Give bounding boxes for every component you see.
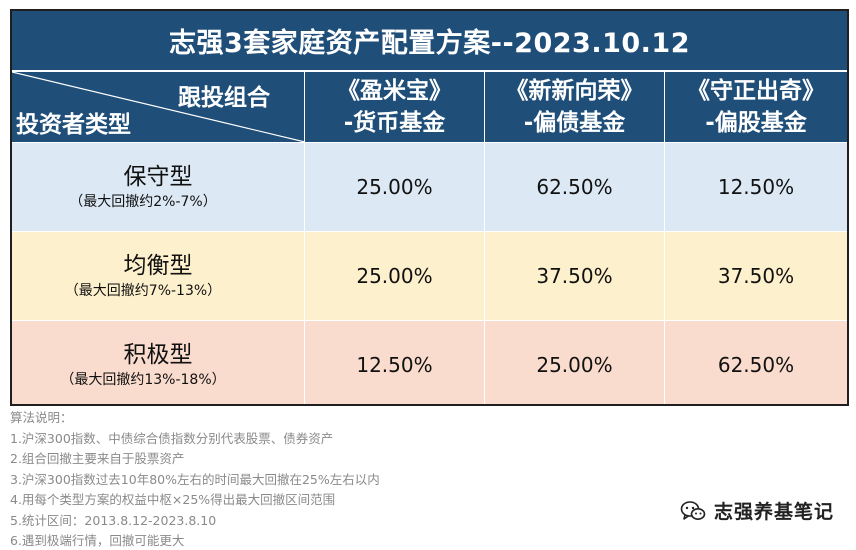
wechat-icon (680, 500, 706, 520)
table-row-balanced: 均衡型 （最大回撤约7%-13%） 25.00% 37.50% 37.50% (12, 231, 847, 320)
column-header-name: 《新新向荣》 (505, 78, 644, 104)
column-header-name: 《守正出奇》 (687, 78, 825, 104)
diagonal-header-cell: 跟投组合 投资者类型 (12, 72, 305, 142)
max-drawdown-note: （最大回撤约2%-7%） (69, 194, 217, 210)
allocation-value-bond-fund: 25.00% (485, 321, 665, 404)
column-header-money-fund: 《盈米宝》 -货币基金 (305, 72, 485, 142)
investor-type-cell: 均衡型 （最大回撤约7%-13%） (12, 232, 305, 320)
allocation-value-equity-fund: 12.50% (717, 175, 795, 199)
investor-type-name: 均衡型 (123, 253, 193, 279)
portfolio-header-label: 跟投组合 (178, 85, 270, 111)
allocation-value-bond-fund: 37.50% (485, 232, 665, 320)
notes-heading: 算法说明： (10, 410, 73, 425)
max-drawdown-note: （最大回撤约13%-18%） (60, 371, 226, 388)
diagonal-divider-line (12, 72, 304, 142)
note-line: 1.沪深300指数、中债综合债指数分别代表股票、债券资产 (10, 430, 334, 446)
note-line: 3.沪深300指数过去10年80%左右的时间最大回撤在25%左右以内 (10, 471, 380, 487)
methodology-notes: 算法说明： 1.沪深300指数、中债综合债指数分别代表股票、债券资产 2.组合回… (10, 408, 380, 550)
allocation-value-money-fund: 25.00% (305, 143, 485, 231)
investor-type-header-label: 投资者类型 (16, 112, 131, 138)
table-row-conservative: 保守型 （最大回撤约2%-7%） 25.00% 62.50% 12.50% (12, 142, 847, 231)
investor-type-name: 积极型 (123, 341, 193, 368)
note-line: 4.用每个类型方案的权益中枢×25%得出最大回撤区间范围 (10, 492, 336, 507)
note-line: 6.遇到极端行情，回撤可能更大 (10, 533, 185, 548)
watermark: 志强养基笔记 (680, 497, 834, 524)
table-row-aggressive: 积极型 （最大回撤约13%-18%） 12.50% 25.00% 62.50% (12, 320, 847, 404)
investor-type-name: 保守型 (123, 164, 193, 190)
allocation-value-equity-fund: 62.50% (717, 352, 795, 377)
column-header-category: -偏股基金 (705, 110, 807, 136)
watermark-text: 志强养基笔记 (713, 501, 834, 523)
investor-type-cell: 保守型 （最大回撤约2%-7%） (12, 143, 305, 231)
column-header-bond-fund: 《新新向荣》 -偏债基金 (485, 72, 665, 142)
allocation-value-equity-fund: 37.50% (717, 264, 795, 288)
column-header-category: -偏债基金 (523, 110, 626, 136)
allocation-table: 志强3套家庭资产配置方案--2023.10.12 跟投组合 投资者类型 《盈米宝… (10, 9, 849, 406)
table-title: 志强3套家庭资产配置方案--2023.10.12 (12, 11, 847, 72)
investor-type-cell: 积极型 （最大回撤约13%-18%） (12, 321, 305, 404)
note-line: 5.统计区间：2013.8.12-2023.8.10 (10, 512, 217, 528)
allocation-value-bond-fund: 62.50% (485, 143, 665, 231)
column-header-name: 《盈米宝》 (337, 78, 452, 104)
max-drawdown-note: （最大回撤约7%-13%） (64, 283, 222, 299)
column-header-equity-fund: 《守正出奇》 -偏股基金 (665, 72, 847, 142)
note-line: 2.组合回撤主要来自于股票资产 (10, 451, 185, 466)
column-header-category: -货币基金 (343, 110, 446, 136)
allocation-value-money-fund: 25.00% (305, 232, 485, 320)
allocation-value-money-fund: 12.50% (305, 321, 485, 404)
table-header-row: 跟投组合 投资者类型 《盈米宝》 -货币基金 《新新向荣》 -偏债基金 《守正出… (12, 72, 847, 142)
